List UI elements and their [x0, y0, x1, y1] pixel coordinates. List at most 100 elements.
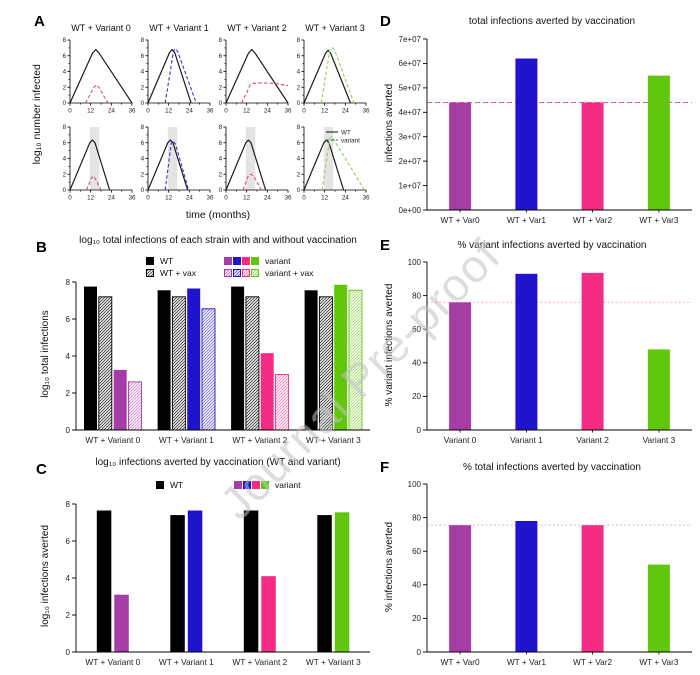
- svg-text:24: 24: [342, 195, 350, 202]
- svg-text:4: 4: [141, 69, 145, 76]
- svg-text:6: 6: [63, 53, 67, 60]
- panel-a-subplot-r0c0: 0 12 24 36 0 2 4 6 8: [56, 34, 140, 120]
- svg-text:20: 20: [412, 392, 421, 401]
- svg-text:20: 20: [412, 614, 421, 623]
- panel-a-subplot-r0c2: 0 12 24 36 0 2 4 6 8: [212, 34, 296, 120]
- svg-text:40: 40: [412, 359, 421, 368]
- bar: [98, 296, 113, 431]
- wt-line: [303, 49, 352, 104]
- svg-text:2: 2: [141, 171, 145, 178]
- svg-text:WT + Variant 2: WT + Variant 2: [232, 435, 287, 445]
- bar: [449, 302, 472, 430]
- svg-text:6: 6: [297, 53, 301, 60]
- bar-chart-svg: WT + Variant 0 WT + Variant 1 WT + Variant…: [66, 278, 370, 445]
- svg-text:36: 36: [284, 195, 292, 202]
- svg-text:8: 8: [141, 37, 145, 44]
- legend-swatch: [261, 481, 269, 489]
- svg-text:WT + Var1: WT + Var1: [507, 657, 546, 667]
- bar: [334, 284, 348, 430]
- legend-swatch: [234, 481, 242, 489]
- bar: [96, 510, 112, 652]
- svg-text:36: 36: [362, 108, 370, 115]
- svg-text:0: 0: [63, 187, 67, 194]
- svg-text:6: 6: [219, 53, 223, 60]
- panel-a: A WT + Variant 0 WT + Variant 1 WT + Var…: [28, 6, 378, 230]
- svg-text:Variant 1: Variant 1: [510, 435, 543, 445]
- panel-a-subplot-title-2: WT + Variant 2: [227, 23, 287, 33]
- legend-swatch: [243, 481, 251, 489]
- svg-text:0: 0: [66, 426, 71, 435]
- legend-swatch-hatch: [242, 269, 250, 277]
- svg-text:6: 6: [141, 53, 145, 60]
- svg-text:4: 4: [66, 574, 71, 583]
- svg-text:0: 0: [63, 100, 67, 107]
- legend-entry: WT: [156, 480, 183, 490]
- svg-text:6: 6: [141, 140, 145, 147]
- panel-b-label: B: [36, 239, 47, 256]
- svg-text:80: 80: [412, 291, 421, 300]
- svg-text:6: 6: [297, 140, 301, 147]
- legend-swatch-hatch: [146, 269, 154, 277]
- bar: [348, 289, 363, 431]
- svg-text:100: 100: [408, 480, 422, 489]
- bar-chart-svg: WT + Variant 0 WT + Variant 1 WT + Variant…: [66, 500, 370, 667]
- svg-text:2: 2: [66, 611, 71, 620]
- bar: [113, 369, 127, 430]
- legend-entry: variant + vax: [224, 268, 313, 278]
- svg-text:0: 0: [68, 108, 72, 115]
- vaccination-band: [323, 127, 334, 190]
- bar: [647, 564, 670, 652]
- svg-text:6: 6: [66, 315, 71, 324]
- legend-swatch: [233, 257, 241, 265]
- bar: [647, 349, 670, 430]
- bar: [261, 576, 276, 652]
- bar: [114, 594, 129, 652]
- bar-chart-svg: Variant 0 Variant 1 Variant 2 Variant 3 0 20 4…: [408, 258, 692, 445]
- svg-text:4: 4: [219, 156, 223, 163]
- svg-text:4e+07: 4e+07: [399, 108, 422, 117]
- panel-a-subplot-title-3: WT + Variant 3: [305, 23, 365, 33]
- svg-text:0: 0: [68, 195, 72, 202]
- panel-a-xlabel: time (months): [185, 209, 251, 221]
- panel-d-title: total infections averted by vaccination: [468, 16, 636, 27]
- legend-entry: variant: [234, 480, 301, 490]
- panel-a-subplot-r0c3: 0 12 24 36 0 2 4 6 8: [290, 34, 374, 120]
- svg-text:4: 4: [219, 69, 223, 76]
- wt-line: [147, 48, 192, 104]
- bar: [515, 521, 538, 652]
- legend-swatch: [252, 481, 260, 489]
- svg-text:WT + Variant 2: WT + Variant 2: [232, 657, 287, 667]
- svg-text:8: 8: [297, 37, 301, 44]
- panel-c-label: C: [36, 461, 47, 478]
- bar: [170, 515, 185, 652]
- wt-line: [225, 139, 267, 191]
- panel-f: F % total infections averted by vaccinat…: [372, 452, 700, 674]
- legend-swatch: [242, 257, 250, 265]
- svg-text:36: 36: [128, 195, 136, 202]
- bar-chart-svg: WT + Var0 WT + Var1 WT + Var2 WT + Var3 0e+0…: [399, 35, 692, 225]
- wt-line: [303, 139, 345, 191]
- svg-text:60: 60: [412, 547, 421, 556]
- svg-text:7e+07: 7e+07: [399, 35, 422, 44]
- panel-d: D total infections averted by vaccinatio…: [372, 6, 700, 228]
- panel-c-title: log₁₀ infections averted by vaccination …: [95, 457, 341, 468]
- svg-text:12: 12: [165, 195, 173, 202]
- vaccination-band: [89, 127, 100, 190]
- svg-text:4: 4: [297, 69, 301, 76]
- wt-line: [69, 139, 111, 191]
- svg-text:2: 2: [63, 171, 67, 178]
- svg-text:4: 4: [297, 156, 301, 163]
- svg-text:WT + Var3: WT + Var3: [639, 215, 678, 225]
- bar: [647, 75, 670, 210]
- legend-entry: variant: [224, 256, 291, 266]
- bar: [243, 510, 259, 652]
- svg-text:12: 12: [243, 108, 251, 115]
- svg-text:8: 8: [297, 124, 301, 131]
- panel-a-ylabel: log₁₀ number infected: [30, 64, 43, 165]
- svg-text:2: 2: [297, 84, 301, 91]
